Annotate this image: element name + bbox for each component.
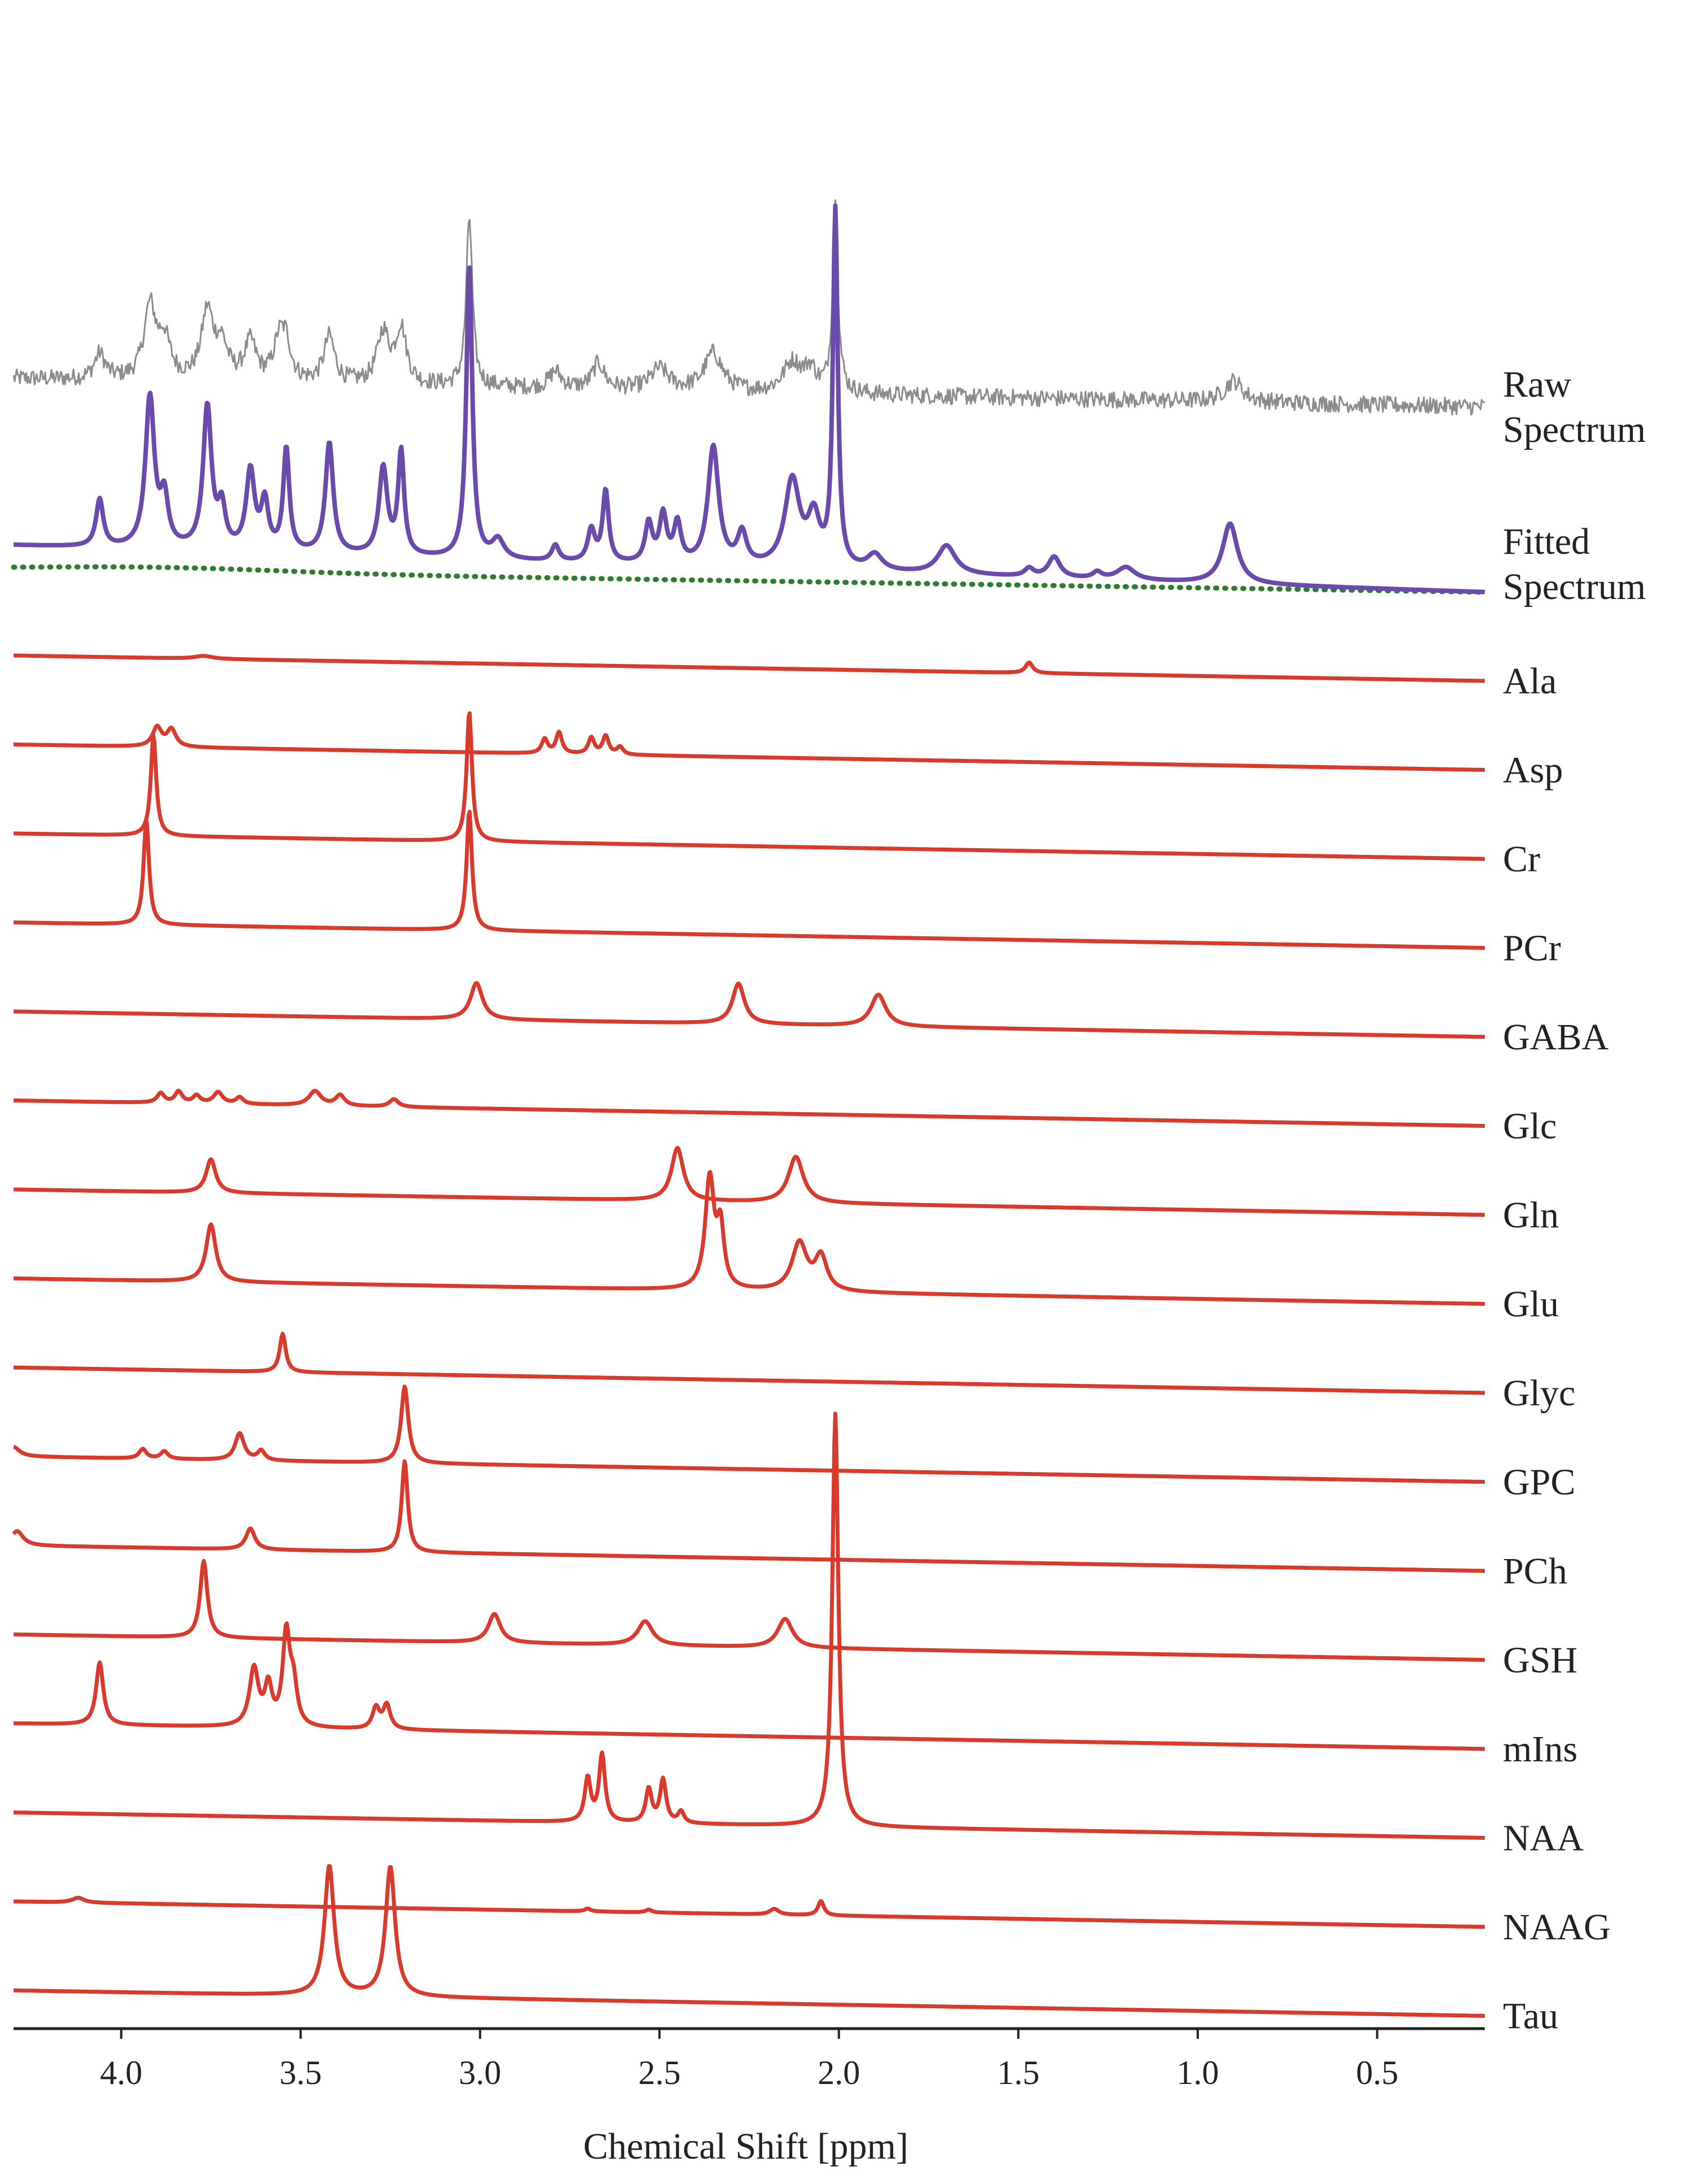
trace-label-gpc: GPC	[1503, 1462, 1575, 1503]
trace-gln	[12, 1146, 1486, 1217]
x-tick-label: 3.0	[459, 2054, 501, 2091]
trace-label-cr: Cr	[1503, 839, 1540, 880]
trace-gaba	[12, 981, 1486, 1039]
raw-spectrum-label-line1: Raw	[1503, 364, 1571, 405]
x-tick-label: 3.5	[280, 2054, 322, 2091]
x-tick-label: 1.5	[997, 2054, 1040, 2091]
trace-label-pcr: PCr	[1503, 928, 1561, 969]
trace-gsh	[12, 1558, 1486, 1662]
raw-spectrum-line	[12, 199, 1485, 416]
trace-label-naa: NAA	[1503, 1818, 1584, 1859]
trace-ala	[12, 653, 1486, 683]
x-axis-title: Chemical Shift [ppm]	[583, 2126, 909, 2167]
trace-cr	[12, 711, 1486, 861]
x-tick-label: 1.0	[1176, 2054, 1219, 2091]
fitted-spectrum-line	[12, 203, 1487, 594]
traces-group	[11, 199, 1488, 2018]
trace-labels-group: RawSpectrumFittedSpectrumAlaAspCrPCrGABA…	[1503, 364, 1646, 2037]
trace-label-asp: Asp	[1503, 750, 1563, 791]
trace-gpc	[12, 1384, 1486, 1484]
trace-label-glc: Glc	[1503, 1106, 1557, 1147]
x-tick-label: 2.0	[818, 2054, 860, 2091]
trace-asp	[12, 723, 1486, 772]
trace-label-gln: Gln	[1503, 1195, 1559, 1236]
trace-tau	[12, 1864, 1486, 2018]
x-tick-label: 0.5	[1356, 2054, 1398, 2091]
trace-label-pch: PCh	[1503, 1551, 1567, 1592]
trace-label-gsh: GSH	[1503, 1640, 1577, 1681]
x-tick-label: 4.0	[100, 2054, 142, 2091]
trace-label-naag: NAAG	[1503, 1907, 1611, 1948]
trace-mins	[12, 1621, 1486, 1751]
trace-label-glyc: Glyc	[1503, 1373, 1575, 1414]
trace-label-ala: Ala	[1503, 661, 1557, 702]
trace-naa	[12, 1412, 1486, 1840]
x-tick-label: 2.5	[638, 2054, 681, 2091]
trace-pcr	[12, 810, 1486, 950]
trace-label-mins: mIns	[1503, 1729, 1577, 1770]
fitted-spectrum-label-line1: Fitted	[1503, 521, 1590, 562]
trace-naag	[12, 1896, 1486, 1929]
trace-pch	[12, 1459, 1486, 1573]
trace-label-glu: Glu	[1503, 1284, 1559, 1325]
trace-label-gaba: GABA	[1503, 1017, 1609, 1058]
trace-glc	[12, 1088, 1486, 1128]
trace-glu	[12, 1170, 1486, 1306]
trace-glyc	[12, 1331, 1486, 1395]
x-axis: 4.0 3.5 3.0 2.5 2.0 1.5 1.0 0.5	[14, 2027, 1485, 2091]
baseline-line	[11, 564, 1488, 595]
fitted-spectrum-label-line2: Spectrum	[1503, 566, 1646, 607]
trace-label-tau: Tau	[1503, 1996, 1558, 2037]
raw-spectrum-label-line2: Spectrum	[1503, 409, 1646, 450]
